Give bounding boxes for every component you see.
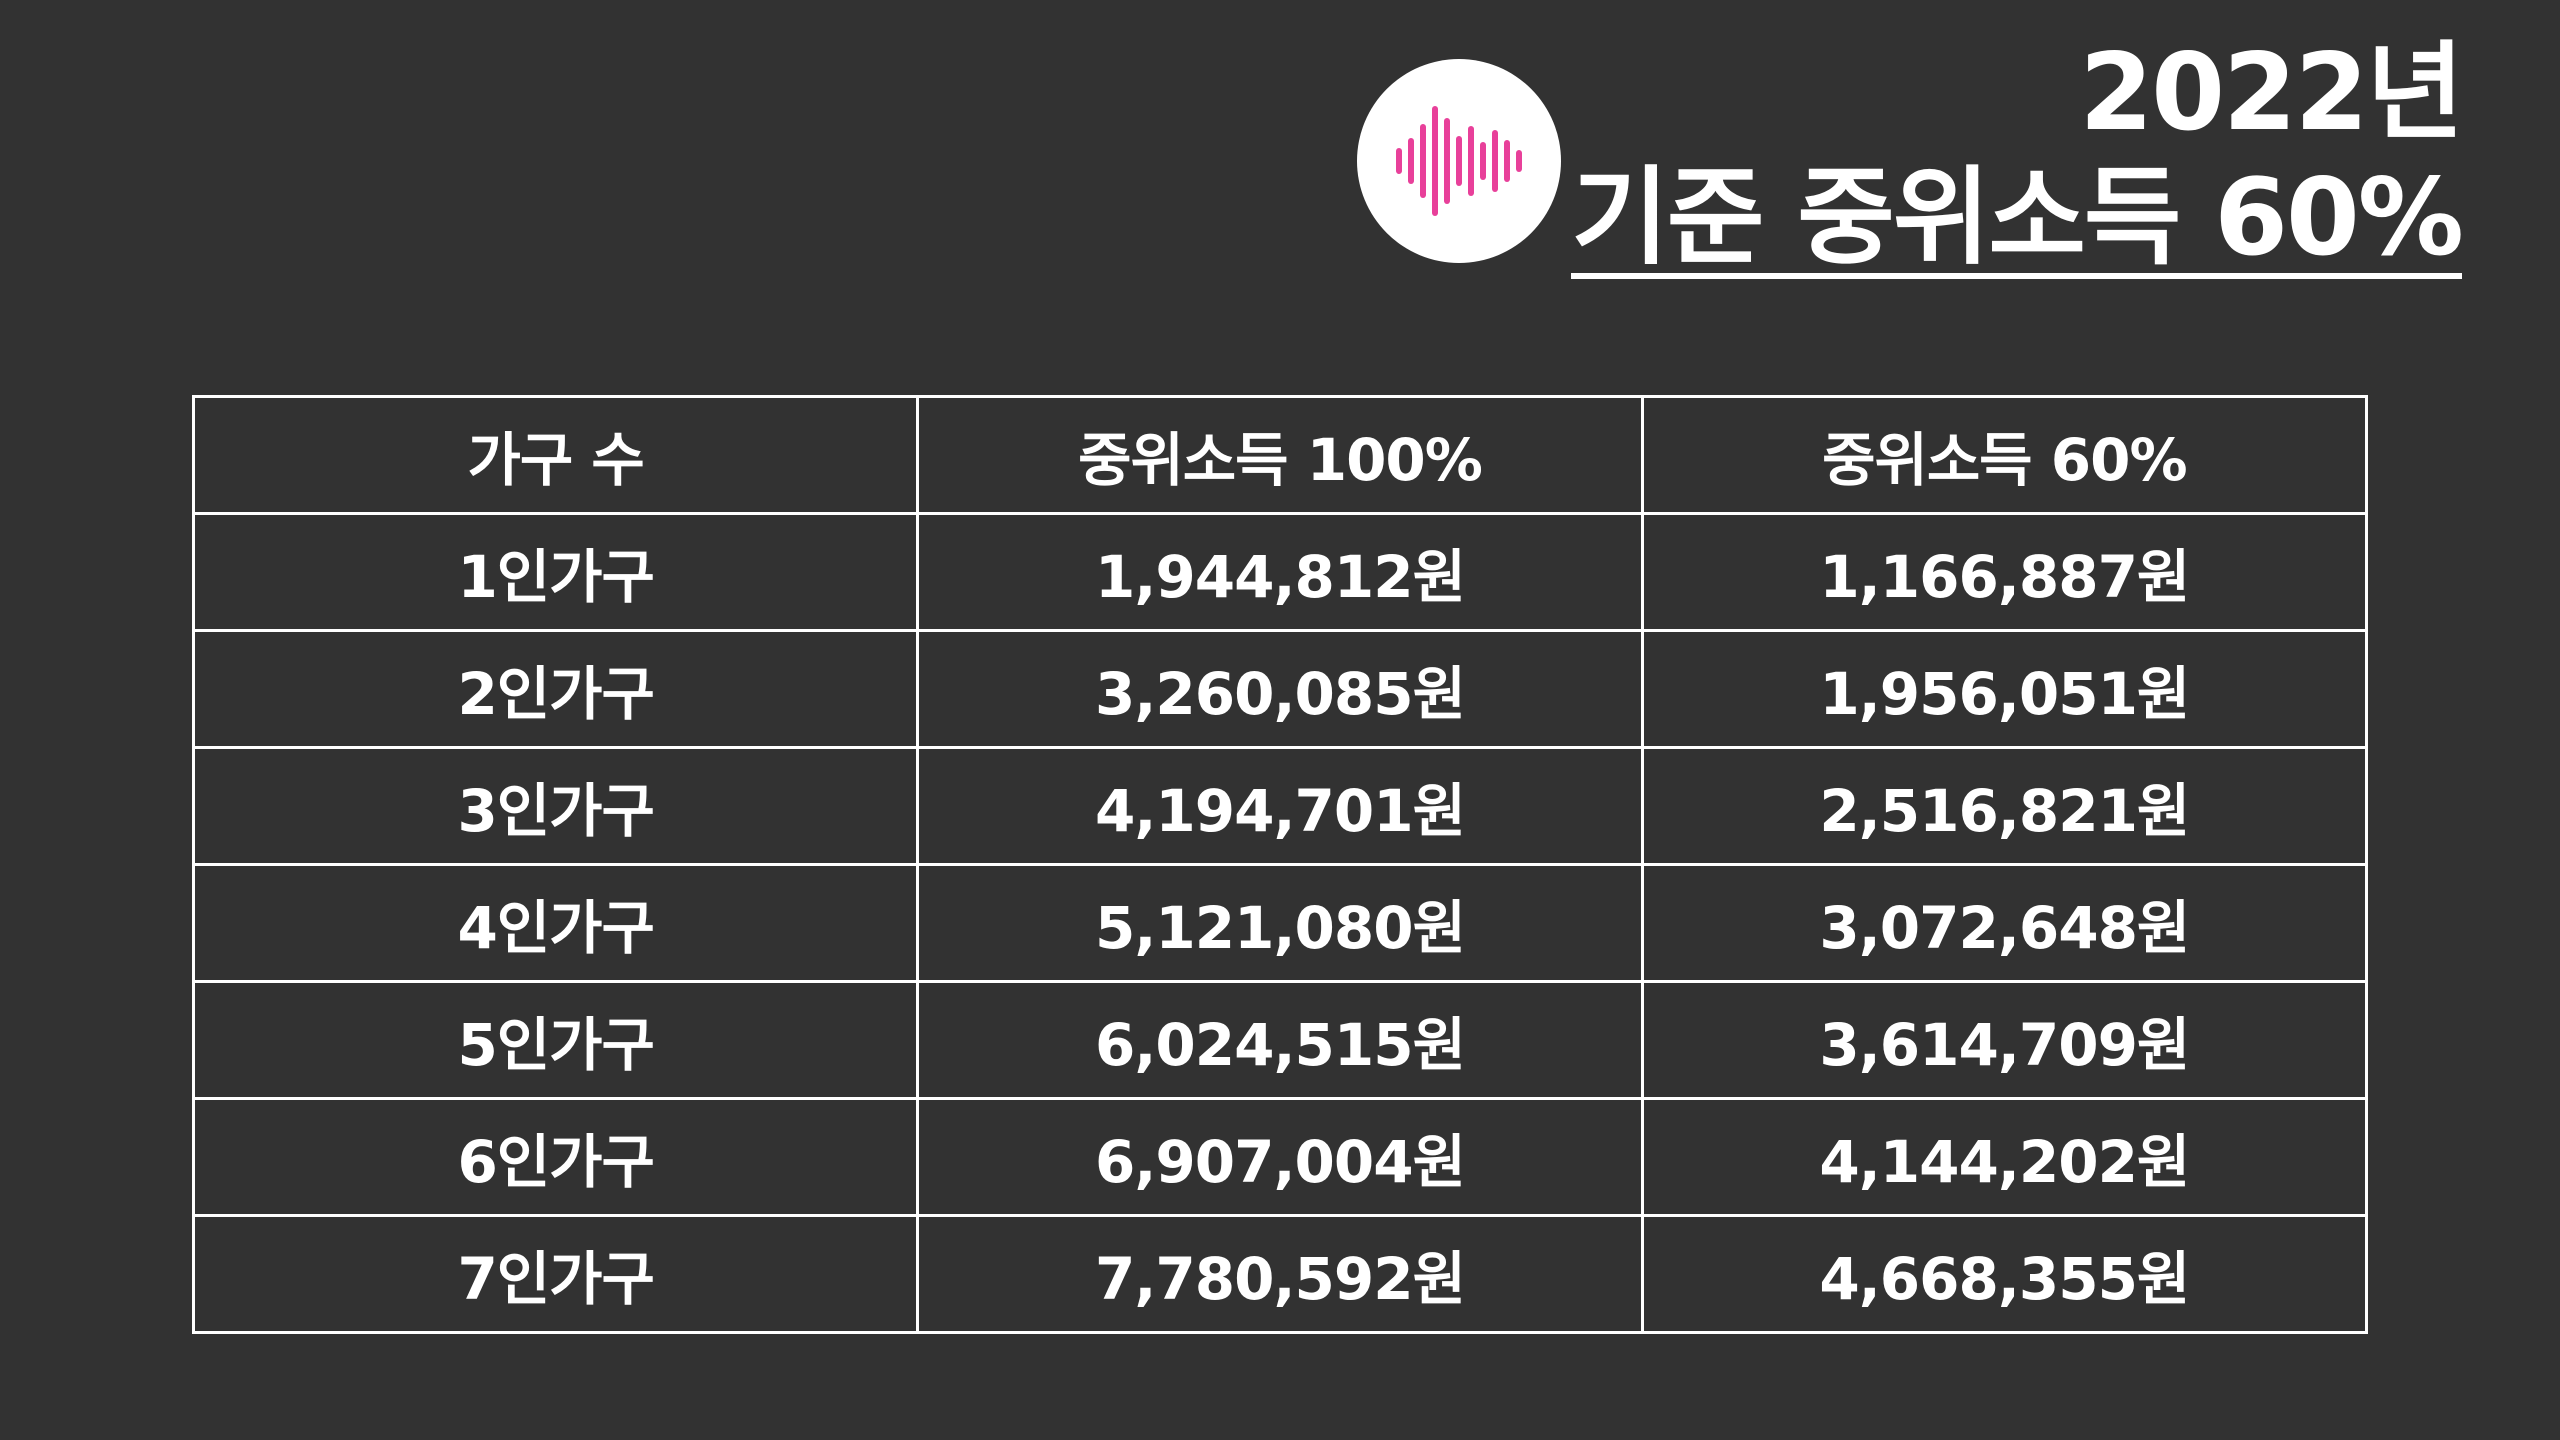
cell-median-60: 3,614,709원 (1640, 980, 2369, 1100)
cell-median-60: 2,516,821원 (1640, 746, 2369, 866)
header-median-60: 중위소득 60% (1640, 395, 2369, 515)
cell-median-60: 4,144,202원 (1640, 1097, 2369, 1217)
table-row: 4인가구 5,121,080원 3,072,648원 (191, 863, 2369, 983)
table-row: 5인가구 6,024,515원 3,614,709원 (191, 980, 2369, 1100)
cell-median-100: 7,780,592원 (916, 1214, 1644, 1334)
cell-household: 7인가구 (191, 1214, 920, 1334)
cell-household: 3인가구 (191, 746, 920, 866)
cell-household: 1인가구 (191, 512, 920, 632)
cell-median-60: 4,668,355원 (1640, 1214, 2369, 1334)
cell-median-100: 3,260,085원 (916, 629, 1644, 749)
title-year: 2022년 (2079, 31, 2464, 154)
table: 가구 수 중위소득 100% 중위소득 60% 1인가구 1,944,812원 … (191, 395, 2369, 1334)
cell-median-60: 3,072,648원 (1640, 863, 2369, 983)
cell-median-60: 1,956,051원 (1640, 629, 2369, 749)
table-header-row: 가구 수 중위소득 100% 중위소득 60% (191, 395, 2369, 515)
title-subtitle: 기준 중위소득 60% (1571, 156, 2464, 279)
cell-household: 5인가구 (191, 980, 920, 1100)
cell-median-100: 6,024,515원 (916, 980, 1644, 1100)
cell-household: 4인가구 (191, 863, 920, 983)
cell-median-100: 6,907,004원 (916, 1097, 1644, 1217)
cell-household: 6인가구 (191, 1097, 920, 1217)
table-row: 6인가구 6,907,004원 4,144,202원 (191, 1097, 2369, 1217)
table-row: 1인가구 1,944,812원 1,166,887원 (191, 512, 2369, 632)
cell-household: 2인가구 (191, 629, 920, 749)
cell-median-100: 4,194,701원 (916, 746, 1644, 866)
table-row: 3인가구 4,194,701원 2,516,821원 (191, 746, 2369, 866)
cell-median-100: 1,944,812원 (916, 512, 1644, 632)
table-row: 2인가구 3,260,085원 1,956,051원 (191, 629, 2369, 749)
table-row: 7인가구 7,780,592원 4,668,355원 (191, 1214, 2369, 1334)
header-median-100: 중위소득 100% (916, 395, 1644, 515)
income-table: 가구 수 중위소득 100% 중위소득 60% 1인가구 1,944,812원 … (191, 395, 2369, 1334)
page-title: 2022년 기준 중위소득 60% (1571, 30, 2464, 280)
cell-median-60: 1,166,887원 (1640, 512, 2369, 632)
logo (1357, 59, 1561, 263)
header-household: 가구 수 (191, 395, 920, 515)
sound-wave-icon (1396, 106, 1522, 216)
cell-median-100: 5,121,080원 (916, 863, 1644, 983)
